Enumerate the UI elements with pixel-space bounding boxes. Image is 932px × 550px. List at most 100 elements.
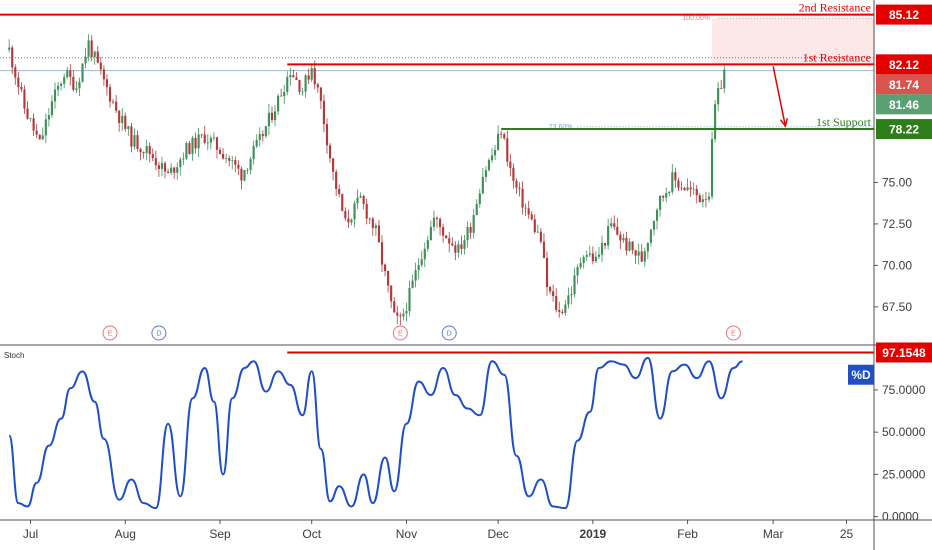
candle-body — [411, 280, 414, 288]
candle-body — [460, 244, 463, 249]
candle-body — [622, 237, 625, 241]
candle-body — [99, 62, 102, 70]
price-tick-label: 72.50 — [882, 217, 912, 231]
candle-body — [277, 95, 280, 112]
price-badge — [876, 54, 932, 75]
candle-body — [570, 294, 573, 296]
candle-body — [518, 187, 521, 189]
candle-body — [234, 160, 237, 165]
candle-body — [402, 313, 405, 317]
candle-body — [225, 158, 228, 159]
candle-body — [273, 111, 277, 120]
candle-body — [558, 309, 561, 312]
candle-body — [328, 145, 332, 159]
candle-body — [484, 170, 487, 178]
candle-body — [148, 145, 151, 155]
candle-body — [564, 304, 567, 313]
event-marker — [441, 325, 457, 341]
candle-body — [536, 231, 539, 233]
candle-body — [215, 137, 219, 150]
candle-body — [374, 225, 377, 229]
candle-body — [432, 217, 436, 227]
down-arrow-head — [779, 118, 789, 128]
level-label-1: 1st Resistance — [803, 50, 871, 64]
candle-body — [487, 160, 491, 171]
candle-body — [408, 287, 411, 312]
candle-body — [414, 270, 417, 281]
candle-body — [549, 287, 552, 292]
candle-body — [14, 67, 17, 78]
candle-body — [20, 86, 23, 90]
candle-body — [426, 240, 429, 249]
candle-body — [222, 153, 225, 159]
candle-body — [490, 155, 494, 161]
event-marker-label: D — [156, 331, 161, 338]
stoch-badge-label: 97.1548 — [882, 346, 926, 360]
candle-body — [665, 193, 668, 198]
stochastic-pane: Stoch %D — [4, 351, 874, 510]
candle-body — [179, 159, 182, 168]
candle-body — [292, 75, 295, 78]
candle-body — [597, 254, 601, 257]
time-tick-label: Aug — [115, 527, 136, 541]
candle-body — [121, 115, 124, 123]
candle-body — [646, 242, 649, 252]
candle-body — [442, 227, 445, 236]
candle-body — [503, 134, 506, 139]
candle-body — [112, 101, 115, 103]
candle-body — [466, 226, 469, 241]
candle-body — [240, 168, 243, 181]
candle-body — [157, 165, 160, 169]
candle-body — [674, 172, 677, 181]
candle-body — [359, 195, 362, 198]
candle-body — [527, 208, 530, 215]
candle-body — [35, 130, 38, 135]
price-tick-label: 70.00 — [882, 258, 912, 272]
candle-body — [185, 143, 188, 159]
candle-body — [304, 75, 307, 92]
candle-body — [695, 188, 698, 196]
candle-body — [698, 195, 701, 203]
candle-body — [555, 296, 558, 310]
candle-body — [50, 101, 54, 116]
candle-body — [90, 40, 93, 57]
candle-body — [524, 207, 527, 209]
time-tick-label: Oct — [302, 527, 321, 541]
candle-body — [151, 154, 154, 159]
candle-body — [463, 240, 466, 249]
candle-body — [197, 134, 200, 149]
candle-body — [319, 87, 322, 101]
candle-body — [405, 311, 408, 314]
event-marker-label: E — [398, 331, 403, 338]
candle-body — [243, 170, 246, 181]
candle-body — [423, 248, 426, 260]
fib-zone — [712, 18, 874, 65]
candle-body — [96, 51, 99, 63]
candle-body — [200, 134, 203, 136]
candle-body — [710, 139, 714, 197]
candle-body — [604, 243, 607, 246]
price-badge-label: 78.22 — [889, 123, 919, 137]
candle-body — [445, 235, 448, 239]
candle-body — [454, 245, 457, 253]
candle-body — [44, 119, 47, 136]
candle-body — [301, 91, 304, 93]
candle-body — [493, 149, 497, 156]
price-badge-label: 82.12 — [889, 58, 919, 72]
candle-body — [542, 241, 546, 258]
candle-body — [38, 134, 41, 140]
candle-body — [600, 243, 604, 255]
candle-body — [396, 312, 399, 316]
candle-body — [429, 226, 432, 241]
candle-body — [613, 223, 616, 227]
candle-body — [102, 69, 105, 80]
candle-body — [353, 203, 356, 220]
candle-body — [530, 214, 533, 220]
candle-body — [84, 56, 87, 64]
price-badge-label: 81.46 — [889, 98, 919, 112]
candle-body — [167, 171, 170, 173]
candle-body — [509, 161, 512, 168]
price-badge-label: 85.12 — [889, 8, 919, 22]
candle-body — [8, 47, 11, 50]
candle-body — [704, 199, 707, 201]
